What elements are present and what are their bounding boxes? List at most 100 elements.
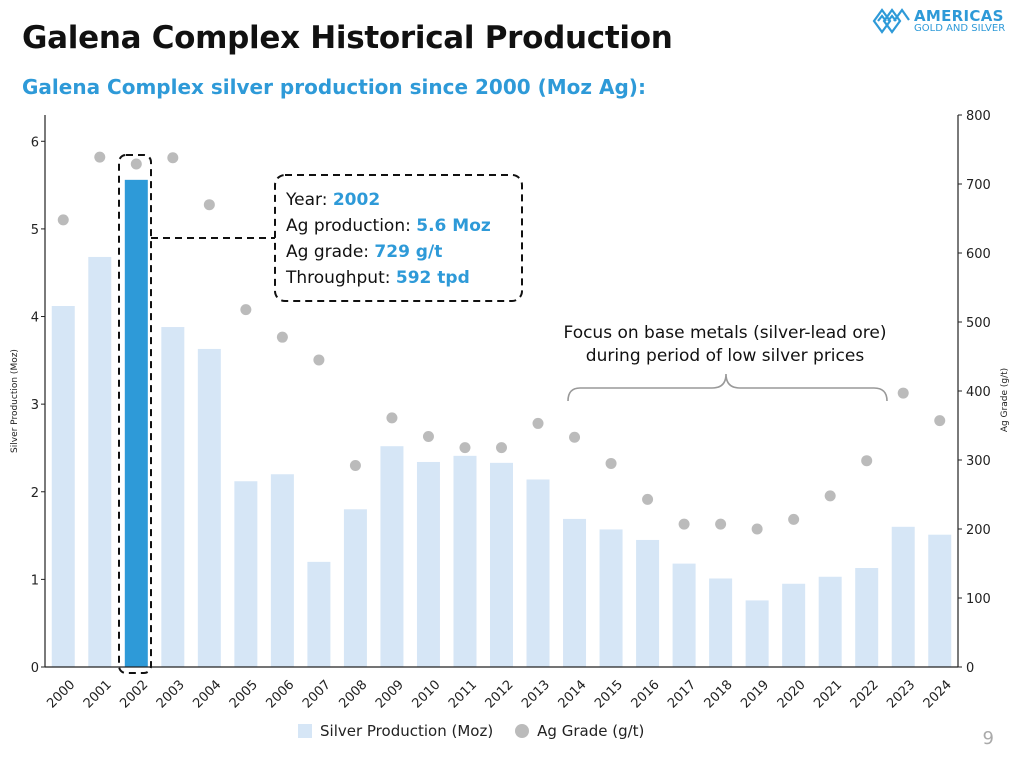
right-axis-title: Ag Grade (g/t) — [1000, 368, 1010, 432]
bar-2001 — [88, 256, 112, 667]
bar-2016 — [636, 539, 660, 667]
annotation-line-2: during period of low silver prices — [586, 346, 865, 366]
page-number: 9 — [982, 728, 994, 749]
x-tick-label: 2014 — [556, 677, 590, 711]
grade-point-2019 — [751, 523, 763, 535]
x-tick-label: 2019 — [738, 677, 772, 711]
grade-point-2008 — [349, 460, 361, 472]
grade-point-2010 — [422, 431, 434, 443]
right-tick-label: 200 — [966, 523, 991, 538]
grade-point-2018 — [715, 518, 727, 530]
chart-subtitle: Galena Complex silver production since 2… — [22, 75, 646, 99]
x-tick-label: 2020 — [775, 677, 809, 711]
grade-point-2013 — [532, 417, 544, 429]
bar-2008 — [343, 509, 367, 667]
grade-point-2007 — [313, 354, 325, 366]
grade-point-2002 — [130, 158, 142, 170]
bar-2015 — [599, 529, 623, 667]
grade-point-2024 — [934, 415, 946, 427]
left-tick-label: 6 — [31, 135, 39, 150]
bar-2010 — [416, 461, 440, 667]
bar-2014 — [563, 518, 587, 667]
grade-point-2014 — [569, 431, 581, 443]
legend-dot-swatch — [515, 724, 530, 738]
grade-point-2017 — [678, 518, 690, 530]
grade-point-2000 — [57, 214, 69, 226]
tooltip-production: Ag production: 5.6 Moz — [286, 216, 491, 236]
company-logo: AMERICAS GOLD AND SILVER — [872, 6, 1020, 36]
chart-legend: Silver Production (Moz) Ag Grade (g/t) — [298, 722, 644, 740]
x-tick-label: 2002 — [117, 677, 151, 711]
right-tick-label: 500 — [966, 316, 991, 331]
x-tick-label: 2006 — [263, 677, 297, 711]
grade-point-2020 — [788, 513, 800, 525]
bar-2019 — [745, 600, 769, 667]
x-tick-label: 2023 — [884, 677, 918, 711]
bar-2000 — [51, 306, 75, 667]
grade-point-2016 — [642, 493, 654, 505]
bar-2002 — [124, 179, 148, 668]
grade-point-2005 — [240, 304, 252, 316]
right-tick-label: 300 — [966, 454, 991, 469]
bar-2007 — [307, 561, 331, 667]
x-tick-label: 2024 — [921, 677, 955, 711]
left-axis-title: Silver Production (Moz) — [10, 349, 20, 453]
grade-point-2004 — [203, 199, 215, 211]
tooltip-frame — [274, 174, 523, 302]
x-tick-label: 2004 — [190, 677, 224, 711]
right-tick-label: 700 — [966, 178, 991, 193]
left-tick-label: 0 — [31, 661, 39, 676]
left-tick-label: 1 — [31, 573, 39, 588]
grade-point-2015 — [605, 457, 617, 469]
bar-2011 — [453, 455, 477, 667]
x-tick-label: 2007 — [300, 677, 334, 711]
x-tick-label: 2013 — [519, 677, 553, 711]
x-tick-label: 2021 — [811, 677, 845, 711]
left-tick-label: 5 — [31, 223, 39, 238]
x-tick-label: 2012 — [483, 677, 517, 711]
bar-2006 — [270, 474, 294, 667]
right-tick-label: 0 — [966, 661, 974, 676]
right-tick-label: 400 — [966, 385, 991, 400]
grade-point-2011 — [459, 442, 471, 454]
bar-2013 — [526, 479, 550, 667]
left-tick-label: 3 — [31, 398, 39, 413]
x-tick-label: 2005 — [227, 677, 261, 711]
bar-2018 — [709, 578, 733, 667]
x-tick-label: 2001 — [81, 677, 115, 711]
x-tick-label: 2018 — [702, 677, 736, 711]
x-tick-label: 2003 — [154, 677, 188, 711]
tooltip-throughput: Throughput: 592 tpd — [285, 268, 470, 288]
bar-2024 — [928, 534, 952, 667]
bar-2003 — [161, 327, 185, 667]
tooltip-grade: Ag grade: 729 g/t — [286, 242, 442, 262]
bar-2012 — [490, 462, 513, 667]
bar-2017 — [672, 563, 696, 667]
annotation-brace — [567, 373, 888, 402]
x-tick-label: 2008 — [336, 677, 370, 711]
legend-dot-label: Ag Grade (g/t) — [537, 722, 645, 740]
x-tick-label: 2017 — [665, 677, 699, 711]
logo-mark-icon — [872, 8, 910, 34]
left-tick-label: 4 — [31, 311, 39, 326]
grade-point-2021 — [824, 490, 836, 502]
x-tick-label: 2011 — [446, 677, 480, 711]
bar-2022 — [855, 567, 879, 667]
grade-point-2023 — [897, 387, 909, 399]
page-title: Galena Complex Historical Production — [22, 20, 673, 56]
right-tick-label: 100 — [966, 592, 991, 607]
x-tick-label: 2016 — [629, 677, 663, 711]
logo-wordmark-line2: GOLD AND SILVER — [914, 23, 1006, 34]
x-tick-label: 2015 — [592, 677, 626, 711]
legend-bar-swatch — [298, 724, 312, 738]
logo-wordmark-line1: AMERICAS — [914, 7, 1004, 25]
bar-2005 — [234, 481, 258, 667]
right-tick-label: 600 — [966, 247, 991, 262]
x-tick-label: 2009 — [373, 677, 407, 711]
bar-2004 — [197, 348, 221, 667]
grade-point-2003 — [167, 152, 179, 164]
highlight-frame — [118, 154, 152, 674]
tooltip-year: Year: 2002 — [285, 190, 380, 210]
annotation-line-1: Focus on base metals (silver-lead ore) — [564, 323, 887, 343]
x-tick-label: 2022 — [848, 677, 882, 711]
